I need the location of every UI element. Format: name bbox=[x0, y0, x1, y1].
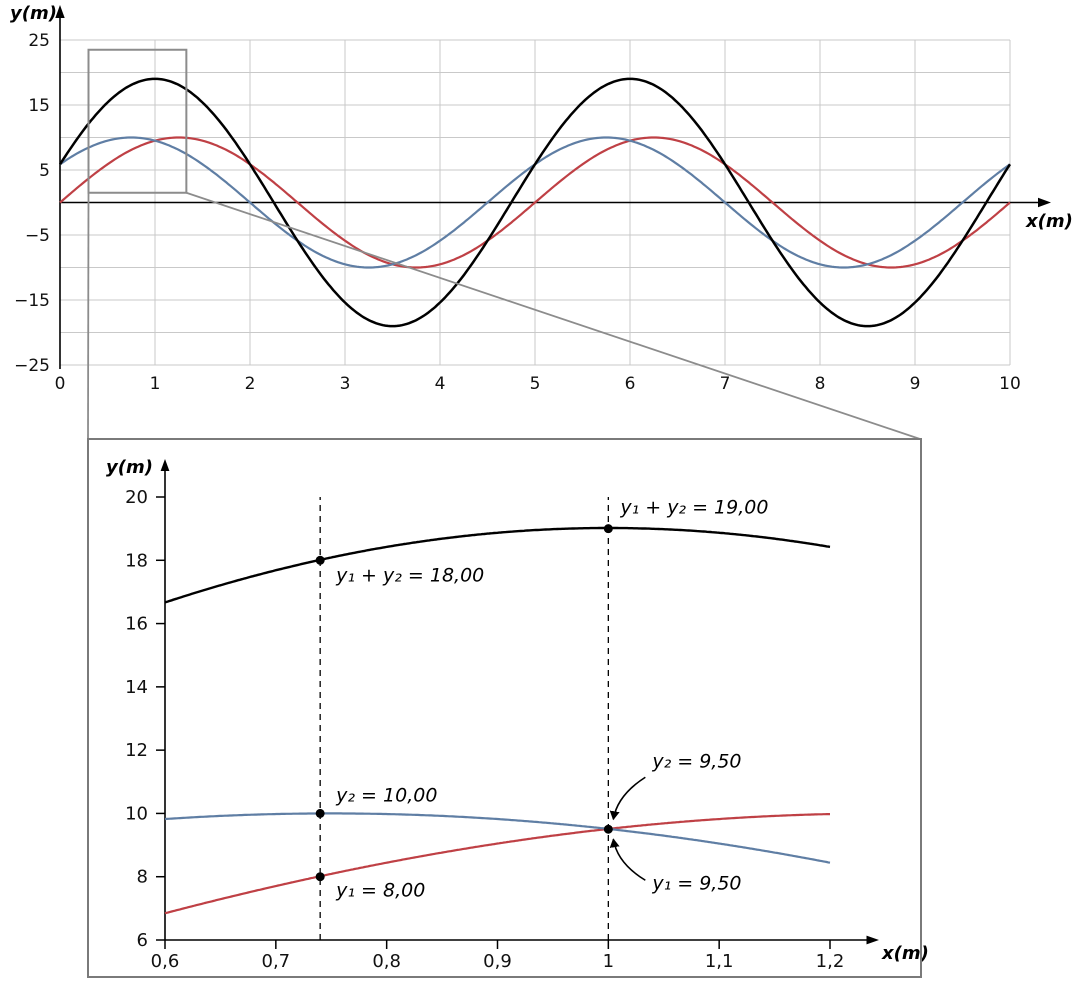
inset-chart: y(m) x(m) 6 8 10 12 14 16 18 20 0,6 0,7 0,8 0,9 1 1,1… bbox=[87, 438, 929, 978]
overview-x-axis-title: x(m) bbox=[1025, 211, 1073, 232]
annotation-label: y₁ + y₂ = 19,00 bbox=[619, 497, 768, 519]
inset-x-axis-arrow-icon bbox=[866, 935, 879, 945]
overview-y-tick-label: 25 bbox=[28, 31, 50, 51]
inset-y-tick-label: 8 bbox=[137, 867, 148, 888]
inset-x-tick-label: 1,1 bbox=[705, 951, 734, 972]
annotation-label: y₁ = 8,00 bbox=[335, 880, 425, 902]
annotation-label: y₁ + y₂ = 18,00 bbox=[335, 564, 484, 586]
zoom-connectors bbox=[87, 191, 921, 440]
inset-x-tick-label: 0,9 bbox=[483, 951, 512, 972]
overview-y-tick-label: 5 bbox=[39, 161, 50, 181]
overview-x-axis-arrow-icon bbox=[1038, 197, 1051, 208]
inset-y-axis-title: y(m) bbox=[106, 457, 153, 478]
data-point bbox=[603, 824, 613, 834]
inset-x-tick-label: 0,6 bbox=[151, 951, 180, 972]
callout-label: y₁ = 9,50 bbox=[651, 872, 741, 894]
overview-x-tick-label: 2 bbox=[245, 374, 256, 394]
data-point bbox=[315, 808, 325, 818]
inset-curve-y1 bbox=[164, 813, 830, 915]
zoom-region-box bbox=[87, 48, 188, 194]
callout-arrow bbox=[609, 838, 646, 881]
overview-chart: y(m) x(m) 0 1 2 3 4 5 6 7 8 9 10 25 15 5 −5 −15 −25 bbox=[10, 3, 1073, 394]
inset-y-tick-label: 16 bbox=[125, 614, 148, 635]
overview-y-tick-label: −5 bbox=[25, 226, 50, 246]
inset-x-tick-label: 0,8 bbox=[372, 951, 401, 972]
overview-curve-y1_plus_y2 bbox=[58, 77, 1012, 328]
overview-x-tick-label: 8 bbox=[815, 374, 826, 394]
inset-x-tick-label: 1 bbox=[603, 951, 614, 972]
inset-curve-y1_plus_y2 bbox=[164, 526, 831, 604]
inset-y-tick-label: 18 bbox=[125, 550, 148, 571]
inset-y-tick-label: 6 bbox=[137, 930, 148, 951]
callout-arrow bbox=[609, 776, 646, 821]
overview-x-tick-label: 3 bbox=[340, 374, 351, 394]
overview-x-tick-label: 10 bbox=[999, 374, 1021, 394]
overview-curve-y1 bbox=[59, 136, 1011, 269]
data-point bbox=[315, 555, 325, 565]
inset-y-axis-arrow-icon bbox=[160, 459, 170, 471]
overview-y-axis-title: y(m) bbox=[10, 3, 57, 24]
inset-frame bbox=[87, 438, 922, 978]
overview-x-tick-label: 9 bbox=[910, 374, 921, 394]
data-point bbox=[603, 524, 613, 534]
callout-label: y₂ = 9,50 bbox=[651, 750, 741, 772]
overview-x-tick-label: 0 bbox=[55, 374, 66, 394]
overview-x-tick-label: 1 bbox=[150, 374, 161, 394]
inset-curve-y2 bbox=[164, 812, 831, 864]
overview-y-tick-label: 15 bbox=[28, 96, 50, 116]
overview-x-tick-label: 6 bbox=[625, 374, 636, 394]
overview-y-tick-label: −25 bbox=[14, 356, 50, 376]
inset-x-axis-title: x(m) bbox=[881, 943, 929, 964]
inset-y-tick-label: 12 bbox=[125, 740, 148, 761]
zoom-connector-left bbox=[87, 192, 90, 440]
inset-y-tick-label: 20 bbox=[125, 487, 148, 508]
overview-y-axis-arrow-icon bbox=[55, 5, 65, 18]
inset-x-tick-label: 1,2 bbox=[816, 951, 845, 972]
overview-x-tick-label: 7 bbox=[720, 374, 731, 394]
overview-x-tick-label: 4 bbox=[435, 374, 446, 394]
annotation-label: y₂ = 10,00 bbox=[335, 784, 437, 806]
overview-y-tick-label: −15 bbox=[14, 291, 50, 311]
inset-x-tick-label: 0,7 bbox=[262, 951, 291, 972]
zoom-connector-right bbox=[186, 191, 921, 440]
inset-y-tick-label: 10 bbox=[125, 803, 148, 824]
inset-y-tick-label: 14 bbox=[125, 677, 148, 698]
data-point bbox=[315, 872, 325, 882]
overview-x-tick-label: 5 bbox=[530, 374, 541, 394]
